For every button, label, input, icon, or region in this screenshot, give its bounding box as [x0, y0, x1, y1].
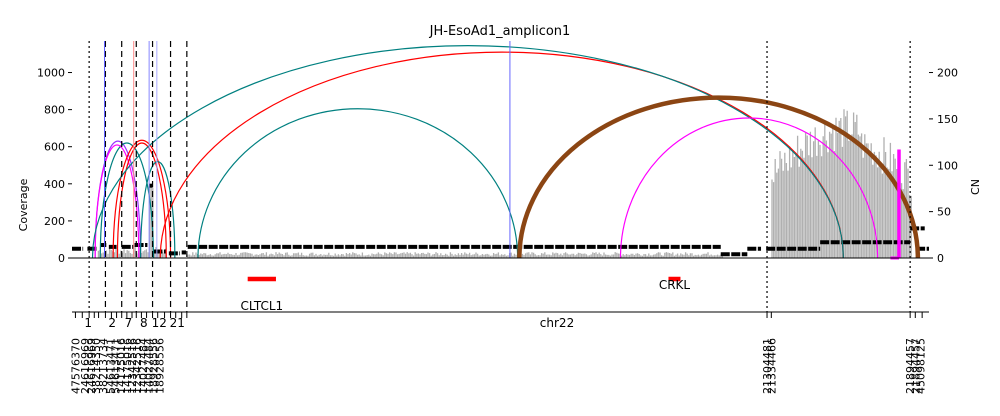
y-tick-label-left: 400: [44, 178, 65, 191]
breakpoint-label: 18928556: [153, 338, 166, 394]
discordant-edge-arc: [197, 108, 519, 259]
breakpoint-label: 24616969: [79, 338, 92, 394]
discordant-edge-arc: [159, 51, 844, 259]
y-tick-label-left: 0: [58, 252, 65, 265]
segment-number: 7: [125, 316, 133, 330]
breakpoint-label: 21334466: [765, 338, 778, 394]
breakpoint-label: 45098125: [914, 338, 927, 394]
breakpoint-label: 14175016: [121, 338, 134, 394]
breakpoint-label: 14027484: [142, 338, 155, 394]
y-tick-label-right: 150: [937, 113, 958, 126]
segment-number: 12: [152, 316, 167, 330]
y-tick-label-right: 200: [937, 67, 958, 80]
discordant-edge-arc: [139, 160, 176, 259]
segment-number: 21: [170, 316, 185, 330]
discordant-edge-arc: [116, 142, 167, 259]
breakpoint-label: 38214350: [90, 338, 103, 394]
y-tick-label-left: 800: [44, 104, 65, 117]
gene-label: CRKL: [659, 278, 691, 292]
breakpoint-label: 12342516: [126, 338, 139, 394]
y-axis-label-coverage: Coverage: [17, 178, 30, 231]
segment-number: 1: [84, 316, 92, 330]
discordant-edge-arc: [112, 139, 172, 259]
breakpoint-label: 14175016: [115, 338, 128, 394]
breakpoint-label: 47576370: [69, 338, 82, 394]
breakpoint-label: 54613471: [105, 338, 118, 394]
coverage-layer: [75, 109, 927, 258]
plot-layer: CLTCL1 CRKL: [72, 45, 929, 313]
discordant-edge-arc: [99, 142, 155, 259]
breakpoint-label: 14027484: [137, 338, 150, 394]
breakpoint-label: 54613471: [110, 338, 123, 394]
breakpoint-label: 38213734: [97, 338, 110, 394]
breakpoint-label: 24616969: [85, 338, 98, 394]
breakpoint-label: 21304481: [761, 338, 774, 394]
y-tick-label-right: 0: [937, 252, 944, 265]
coverage-histogram: [75, 109, 927, 258]
chart-title: JH-EsoAd1_amplicon1: [429, 24, 571, 39]
y-axis-label-cn: CN: [969, 179, 982, 195]
y-tick-label-right: 100: [937, 159, 958, 172]
y-tick-label-right: 50: [937, 206, 951, 219]
breakpoint-label: 18928556: [147, 338, 160, 394]
breakpoint-label: 12342516: [131, 338, 144, 394]
segment-number: 8: [140, 316, 148, 330]
gene-label: CLTCL1: [240, 299, 283, 313]
segment-number: 2: [108, 316, 116, 330]
x-axis-label: chr22: [540, 316, 574, 330]
y-tick-label-left: 600: [44, 141, 65, 154]
discordant-edge-arc: [517, 95, 921, 259]
discordant-edge-arc: [91, 45, 844, 259]
discordant-edge-arc: [619, 117, 879, 259]
breakpoint-label: 21894457: [909, 338, 922, 394]
y-tick-label-left: 200: [44, 215, 65, 228]
breakpoint-label: 21894457: [904, 338, 917, 394]
y-tick-label-left: 1000: [37, 67, 65, 80]
